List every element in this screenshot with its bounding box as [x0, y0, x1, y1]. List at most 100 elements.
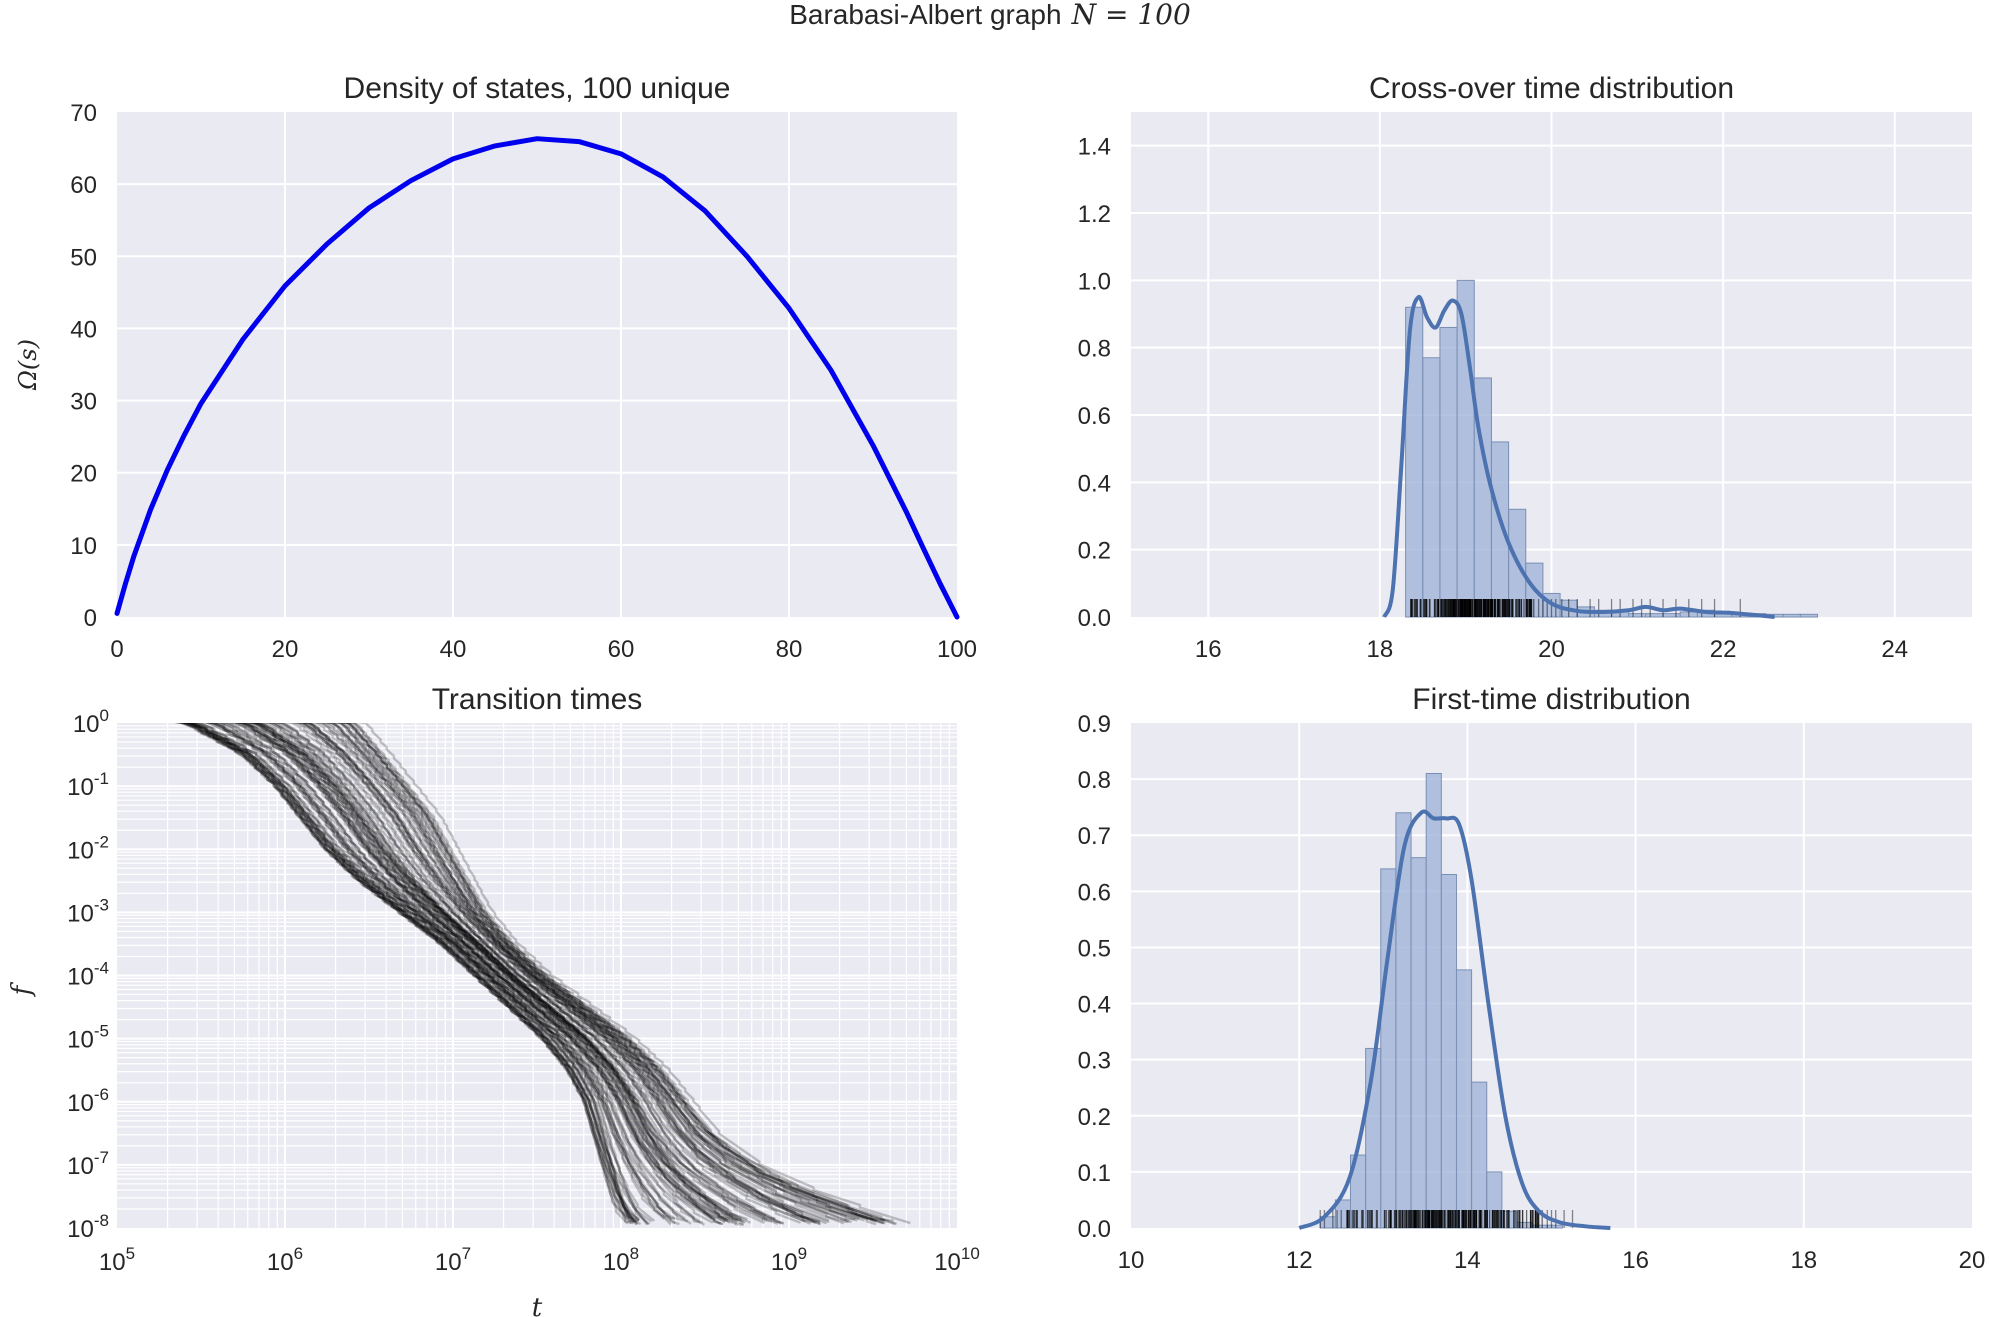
transition-line — [173, 723, 628, 1221]
transition-line — [206, 723, 676, 1221]
transition-line — [233, 723, 722, 1225]
transition-line — [179, 723, 640, 1222]
x-tick-label: 80 — [776, 636, 803, 663]
transition-line — [234, 723, 724, 1226]
transition-line — [251, 723, 745, 1224]
y-tick-label: 1.2 — [1078, 201, 1111, 228]
histogram-bar — [1782, 613, 1801, 618]
transition-line — [205, 723, 676, 1225]
transition-line — [268, 723, 779, 1225]
chart-title: Cross-over time distribution — [1369, 72, 1734, 105]
transition-line — [178, 723, 634, 1225]
transition-line — [320, 723, 852, 1224]
transition-line — [180, 723, 639, 1226]
transition-line — [191, 723, 650, 1226]
y-tick-label: 0.8 — [1078, 336, 1111, 363]
y-tick-label: 0 — [84, 605, 97, 632]
y-tick-label: 100 — [73, 706, 109, 738]
x-tick-label: 108 — [603, 1244, 639, 1276]
histogram-bar — [1440, 874, 1457, 1229]
transition-line — [176, 723, 635, 1224]
transition-line — [347, 723, 896, 1226]
y-tick-label: 0.6 — [1078, 403, 1111, 430]
transition-line — [275, 723, 784, 1225]
transition-line — [234, 723, 716, 1222]
transition-line — [302, 723, 830, 1224]
x-tick-label: 40 — [440, 636, 467, 663]
transition-line — [255, 723, 752, 1224]
transition-line — [238, 723, 731, 1224]
transition-line — [189, 723, 649, 1226]
transition-line — [295, 723, 817, 1225]
transition-line — [341, 723, 885, 1222]
histogram-bar — [1662, 613, 1681, 618]
y-tick-label: 10 — [70, 533, 97, 560]
transition-line — [275, 723, 785, 1226]
y-tick-label: 70 — [70, 100, 97, 127]
tick-labels: 16 18 20 22 24 0.0 0.2 0.4 0.6 0.8 1.0 1.2 1.4 — [1078, 134, 1908, 663]
grid — [1131, 112, 1972, 617]
y-tick-label: 0.1 — [1078, 1160, 1111, 1187]
histogram-bar — [1471, 1081, 1488, 1229]
transition-line — [338, 723, 886, 1225]
transition-line — [324, 723, 860, 1220]
histogram-bar — [1490, 441, 1510, 618]
chart-title: First-time distribution — [1412, 683, 1690, 716]
histogram-bar — [1645, 613, 1664, 618]
transition-line — [244, 723, 731, 1220]
y-tick-label: 10-4 — [67, 959, 109, 991]
histogram-bar — [1799, 613, 1819, 618]
y-tick-label: 10-7 — [67, 1148, 109, 1180]
y-tick-label: 50 — [70, 244, 97, 271]
kde-line — [1382, 295, 1775, 619]
x-tick-label: 12 — [1286, 1247, 1313, 1274]
transition-line — [340, 723, 885, 1225]
histogram-bar — [1546, 1224, 1563, 1229]
y-tick-label: 1.0 — [1078, 268, 1111, 295]
grid — [117, 723, 957, 1228]
plot-marks — [114, 136, 960, 620]
transition-line — [234, 723, 726, 1224]
transition-line — [249, 723, 739, 1222]
transition-line — [182, 723, 638, 1226]
transition-line — [228, 723, 714, 1224]
transition-line — [260, 723, 765, 1225]
density-of-states-chart: 0 20 40 60 80 100 0 10 20 30 40 50 60 70 Density of s… — [14, 72, 977, 663]
transition-line — [246, 723, 734, 1225]
x-tick-label: 18 — [1367, 636, 1394, 663]
x-tick-label: 20 — [272, 636, 299, 663]
transition-line — [238, 723, 723, 1226]
transition-line — [183, 723, 638, 1223]
tick-labels: 10 12 14 16 18 20 0.0 0.1 0.2 0.3 0.4 0.5 0.6 0.7 0.8 0… — [1078, 711, 1986, 1274]
transition-line — [250, 723, 743, 1222]
transition-line — [300, 723, 822, 1226]
transition-line — [253, 723, 748, 1221]
transition-line — [184, 723, 637, 1221]
y-tick-label: 10-5 — [67, 1022, 109, 1054]
plot-marks — [173, 723, 911, 1226]
x-tick-label: 0 — [110, 636, 123, 663]
transition-line — [326, 723, 865, 1222]
x-tick-label: 100 — [937, 636, 977, 663]
x-tick-label: 16 — [1622, 1247, 1649, 1274]
transition-line — [204, 723, 672, 1226]
chart-title: Transition times — [432, 683, 643, 716]
histogram-bar — [1455, 969, 1473, 1229]
tick-labels: 0 20 40 60 80 100 0 10 20 30 40 50 60 70 — [70, 100, 977, 663]
x-tick-label: 18 — [1790, 1247, 1817, 1274]
transition-line — [334, 723, 877, 1226]
transition-line — [308, 723, 830, 1222]
transition-line — [284, 723, 801, 1224]
transition-line — [221, 723, 705, 1226]
transition-line — [289, 723, 812, 1225]
transition-line — [301, 723, 821, 1223]
plot-background — [1131, 723, 1972, 1228]
x-tick-label: 20 — [1538, 636, 1565, 663]
transition-line — [314, 723, 848, 1224]
transition-line — [182, 723, 642, 1226]
transition-line — [291, 723, 806, 1223]
x-tick-label: 1010 — [934, 1244, 980, 1276]
suptitle-math: N = 100 — [1071, 0, 1191, 31]
y-tick-label: 10-8 — [67, 1211, 109, 1243]
transition-line — [206, 723, 680, 1226]
